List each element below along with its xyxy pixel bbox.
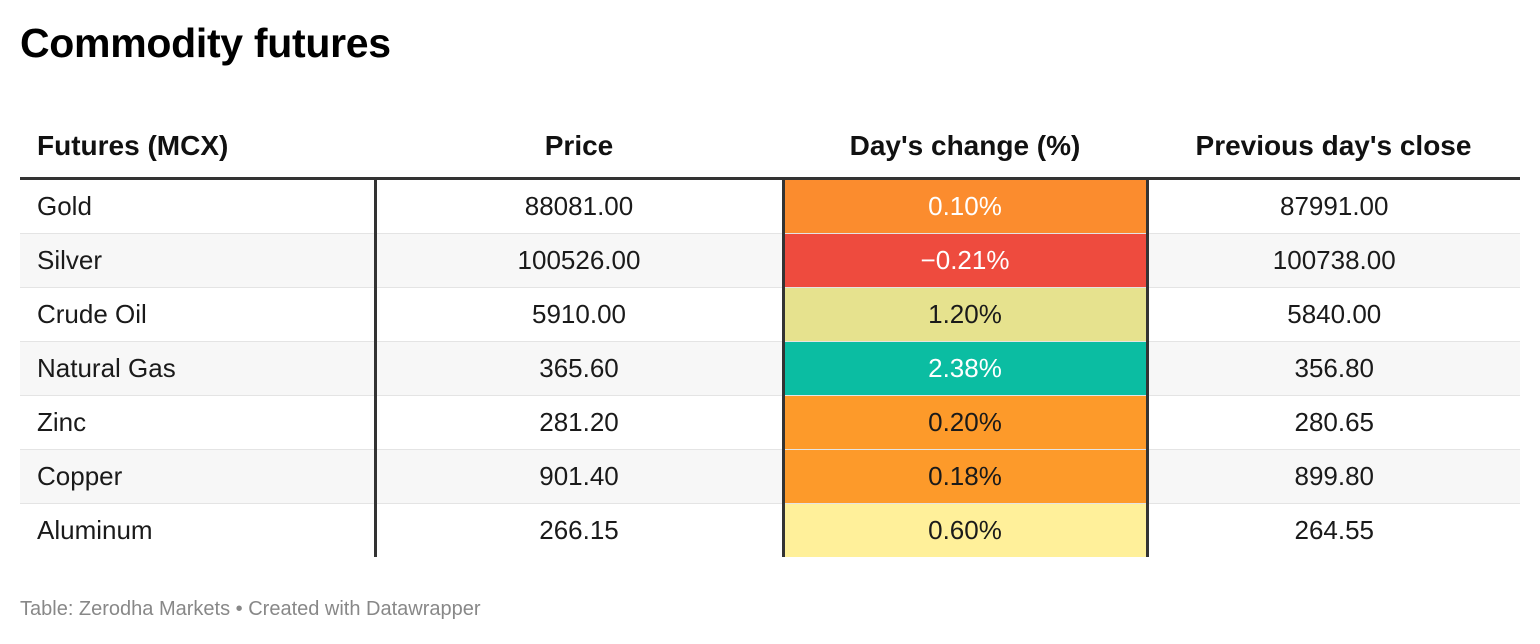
source-note: Table: Zerodha Markets • Created with Da… <box>20 598 481 620</box>
cell-days-change: 0.60% <box>781 503 1149 557</box>
cell-days-change: 1.20% <box>781 287 1149 342</box>
cell-previous-close: 5840.00 <box>1147 287 1520 342</box>
cell-days-change: −0.21% <box>781 233 1149 288</box>
cell-price: 365.60 <box>373 341 783 396</box>
cell-price: 266.15 <box>373 503 783 557</box>
cell-commodity: Gold <box>20 178 375 234</box>
table-body: Gold 88081.00 0.10% 87991.00 Silver 100526.00… <box>20 178 1520 557</box>
table-row: Zinc 281.20 0.20% 280.65 <box>20 395 1520 450</box>
header-row: Futures (MCX) Price Day's change (%) Pre… <box>20 115 1520 180</box>
cell-commodity: Natural Gas <box>20 341 375 396</box>
cell-days-change: 0.20% <box>781 395 1149 450</box>
header-futures[interactable]: Futures (MCX) <box>20 115 375 180</box>
cell-days-change: 0.10% <box>781 178 1149 234</box>
cell-previous-close: 264.55 <box>1294 515 1375 545</box>
cell-previous-close: 100738.00 <box>1147 233 1520 288</box>
header-price[interactable]: Price <box>375 115 783 180</box>
header-previous-close[interactable]: Previous day's close <box>1147 115 1520 180</box>
cell-commodity: Silver <box>20 233 375 288</box>
cell-price: 281.20 <box>373 395 783 450</box>
header-days-change[interactable]: Day's change (%) <box>783 115 1147 180</box>
table-row: Gold 88081.00 0.10% 87991.00 <box>20 178 1520 234</box>
chart-title: Commodity futures <box>20 20 391 66</box>
table-row: Crude Oil 5910.00 1.20% 5840.00 <box>20 287 1520 342</box>
commodity-table: Futures (MCX) Price Day's change (%) Pre… <box>20 115 1520 557</box>
table-row: Silver 100526.00 −0.21% 100738.00 <box>20 233 1520 288</box>
table-row: Natural Gas 365.60 2.38% 356.80 <box>20 341 1520 396</box>
cell-price: 100526.00 <box>373 233 783 288</box>
cell-price: 88081.00 <box>373 178 783 234</box>
cell-price: 5910.00 <box>373 287 783 342</box>
cell-price: 901.40 <box>373 449 783 504</box>
table-row: Aluminum 266.15 0.60% 264.55 <box>20 503 1520 557</box>
cell-previous-close: 356.80 <box>1147 341 1520 396</box>
cell-commodity: Aluminum <box>37 515 153 545</box>
cell-days-change: 0.18% <box>781 449 1149 504</box>
cell-commodity: Crude Oil <box>20 287 375 342</box>
cell-commodity: Copper <box>20 449 375 504</box>
table-row: Copper 901.40 0.18% 899.80 <box>20 449 1520 504</box>
cell-previous-close: 280.65 <box>1147 395 1520 450</box>
cell-previous-close: 899.80 <box>1147 449 1520 504</box>
cell-commodity: Zinc <box>20 395 375 450</box>
cell-previous-close: 87991.00 <box>1147 178 1520 234</box>
cell-days-change: 2.38% <box>781 341 1149 396</box>
